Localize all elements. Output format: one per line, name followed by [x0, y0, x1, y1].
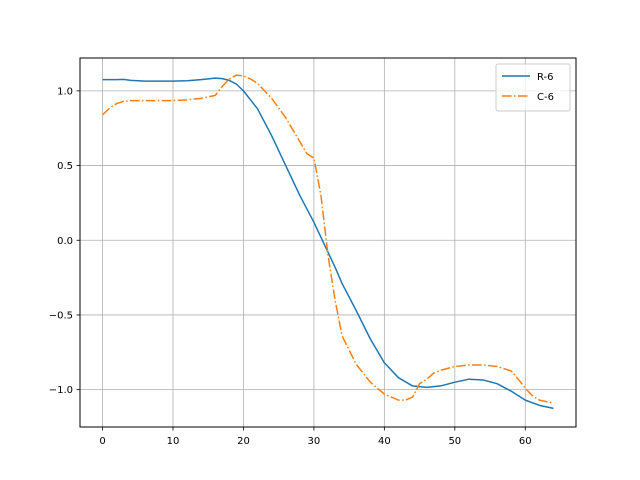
x-tick-label: 60 — [519, 436, 532, 447]
x-tick-label: 50 — [448, 436, 461, 447]
y-tick-label: −1.0 — [49, 385, 73, 396]
legend-label-r6: R-6 — [537, 72, 554, 83]
x-tick-label: 0 — [99, 436, 105, 447]
legend-box — [495, 63, 571, 112]
series-line-r6 — [102, 77, 554, 410]
grid-lines — [80, 58, 576, 427]
legend: R-6 C-6 — [495, 63, 571, 112]
x-tick-label: 10 — [167, 436, 180, 447]
plot-area-frame — [79, 57, 577, 428]
series-lines — [102, 74, 554, 410]
x-tick-label: 30 — [308, 436, 321, 447]
legend-label-c6: C-6 — [537, 92, 554, 103]
series-line-c6 — [102, 74, 554, 404]
y-tick-label: −0.5 — [49, 310, 73, 321]
x-tick-label: 20 — [237, 436, 250, 447]
y-tick-label: 1.0 — [57, 86, 73, 97]
x-tick-label: 40 — [378, 436, 391, 447]
y-tick-label: 0.5 — [57, 161, 73, 172]
y-tick-label: 0.0 — [57, 236, 73, 247]
axis-ticks: 0 10 20 30 40 50 60 −1.0 −0.5 0.0 0.5 1.0 — [49, 86, 532, 447]
